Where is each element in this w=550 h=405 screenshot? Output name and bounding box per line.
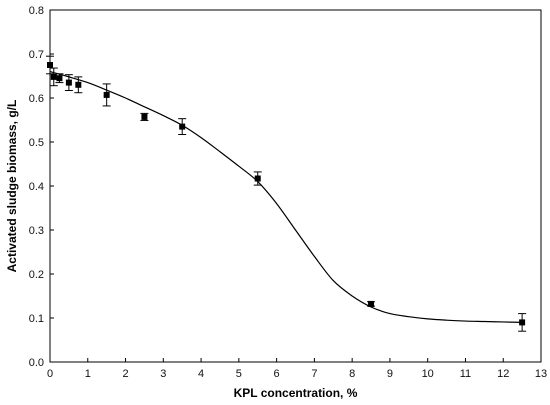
x-tick-label: 1 xyxy=(85,368,91,380)
square-marker xyxy=(103,91,110,98)
fit-curve-line xyxy=(49,71,523,323)
x-tick-label: 8 xyxy=(349,368,355,380)
y-tick-label: 0.7 xyxy=(29,49,44,61)
data-point xyxy=(140,112,149,121)
data-point xyxy=(102,83,111,107)
y-tick-label: 0.4 xyxy=(29,181,44,193)
x-tick-label: 2 xyxy=(122,368,128,380)
x-axis-title: KPL concentration, % xyxy=(234,386,358,400)
data-point xyxy=(74,76,83,94)
square-marker xyxy=(56,75,63,82)
x-tick-label: 13 xyxy=(535,368,547,380)
data-point xyxy=(367,300,376,307)
square-marker xyxy=(65,79,72,86)
data-point xyxy=(64,74,73,92)
y-tick-label: 0.1 xyxy=(29,313,44,325)
plot-border xyxy=(49,9,542,363)
x-tick-label: 11 xyxy=(460,368,471,380)
x-tick-label: 12 xyxy=(497,368,509,380)
square-marker xyxy=(50,73,57,80)
x-tick-label: 5 xyxy=(236,368,242,380)
x-tick-label: 7 xyxy=(311,368,317,380)
data-point xyxy=(253,171,262,186)
plot-frame xyxy=(49,9,542,363)
square-marker xyxy=(519,319,526,326)
data-point xyxy=(518,313,527,332)
square-marker xyxy=(368,300,375,307)
x-tick-label: 0 xyxy=(47,368,53,380)
data-point xyxy=(46,55,54,75)
x-axis-ticks: 0 1 2 3 4 5 6 7 8 9 10 11 12 13 xyxy=(47,358,547,380)
y-axis-title: Activated sludge biomass, g/L xyxy=(5,100,19,273)
data-point xyxy=(55,73,64,84)
fit-curve-layer xyxy=(49,71,523,323)
square-marker xyxy=(254,175,261,182)
data-point xyxy=(49,67,58,87)
x-tick-label: 9 xyxy=(387,368,393,380)
y-tick-label: 0.5 xyxy=(29,137,44,149)
y-tick-label: 0.8 xyxy=(29,5,44,17)
data-points-layer xyxy=(46,55,527,332)
x-tick-label: 4 xyxy=(198,368,204,380)
x-tick-label: 10 xyxy=(422,368,434,380)
y-tick-label: 0.3 xyxy=(29,225,44,237)
square-marker xyxy=(179,123,186,130)
square-marker xyxy=(47,62,53,68)
square-marker xyxy=(141,113,148,120)
x-tick-label: 6 xyxy=(274,368,280,380)
y-tick-label: 0.0 xyxy=(29,357,44,369)
square-marker xyxy=(75,81,82,88)
x-tick-label: 3 xyxy=(160,368,166,380)
data-point xyxy=(178,118,187,136)
y-tick-label: 0.6 xyxy=(29,93,44,105)
y-axis-ticks: 0.0 0.1 0.2 0.3 0.4 0.5 0.6 0.7 0.8 xyxy=(29,5,54,369)
y-tick-label: 0.2 xyxy=(29,269,44,281)
